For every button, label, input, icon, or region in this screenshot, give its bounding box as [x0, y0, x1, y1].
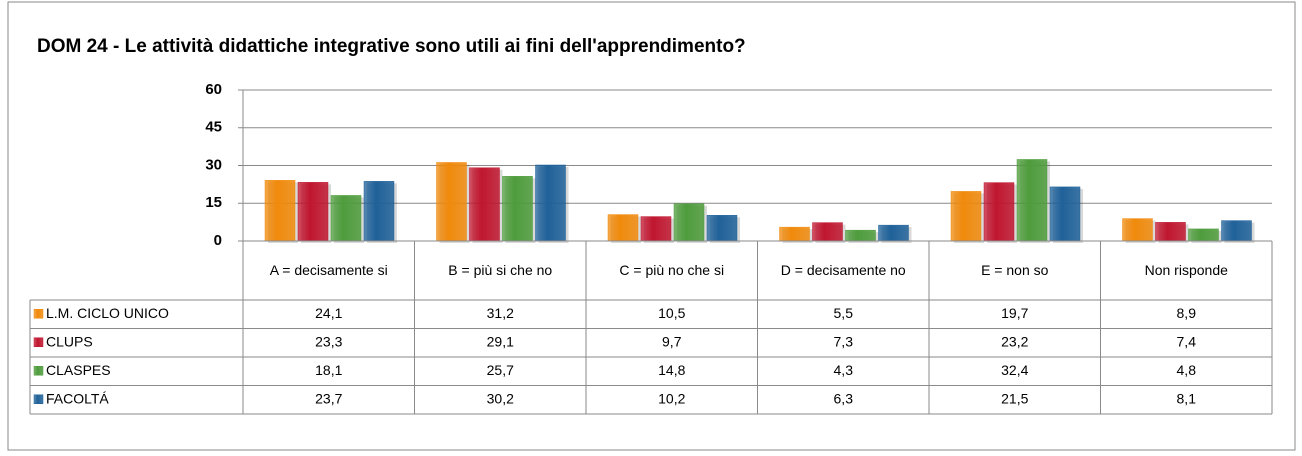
table-value: 32,4 — [1001, 362, 1028, 378]
y-tick-label: 45 — [205, 119, 222, 136]
bar — [330, 195, 362, 242]
chart-title: DOM 24 - Le attività didattiche integrat… — [37, 36, 746, 57]
bar — [878, 224, 909, 242]
bar — [640, 216, 672, 242]
legend-label: CLASPES — [46, 362, 111, 378]
category-cell: C = più no che si — [619, 262, 725, 278]
table-value: 23,2 — [1001, 333, 1028, 349]
table-value: 21,5 — [1001, 390, 1028, 406]
bar — [812, 222, 843, 242]
bar — [1016, 159, 1048, 242]
table-value: 7,4 — [1177, 333, 1197, 349]
table-value: 14,8 — [658, 362, 685, 378]
legend-swatch — [33, 309, 44, 319]
table-value: 29,1 — [487, 333, 514, 349]
table-value: 8,9 — [1177, 305, 1197, 321]
bar — [535, 164, 566, 242]
table-value: 24,1 — [315, 305, 342, 321]
legend-label: FACOLTÁ — [46, 390, 109, 406]
category-cell: D = decisamente no — [780, 262, 906, 278]
bar — [706, 215, 738, 242]
y-tick-label: 60 — [205, 81, 222, 98]
bar — [607, 214, 639, 242]
bar — [297, 182, 329, 242]
legend-label: L.M. CICLO UNICO — [46, 305, 169, 321]
legend-swatch — [33, 366, 44, 376]
bar — [779, 226, 810, 242]
table-value: 8,1 — [1177, 390, 1197, 406]
category-cell: A = decisamente si — [269, 262, 388, 278]
x-tick-label: A = decisamente si — [269, 262, 388, 278]
table-value: 7,3 — [834, 333, 854, 349]
table-value: 10,5 — [658, 305, 685, 321]
table-value: 4,8 — [1177, 362, 1197, 378]
x-tick-label: E = non so — [981, 262, 1049, 278]
table-value: 25,7 — [487, 362, 514, 378]
category-cell: E = non so — [981, 262, 1049, 278]
y-tick-label: 30 — [205, 156, 222, 173]
bar — [436, 162, 467, 242]
bar — [1122, 218, 1153, 242]
y-tick-label: 15 — [205, 194, 222, 211]
x-tick-label: C = più no che si — [619, 262, 725, 278]
bar — [983, 182, 1015, 242]
legend-swatch — [33, 394, 44, 404]
category-cell: B = più si che no — [448, 262, 553, 278]
bar — [950, 191, 982, 242]
bar — [1188, 228, 1219, 242]
category-cell: Non risponde — [1144, 262, 1228, 278]
table-value: 30,2 — [487, 390, 514, 406]
legend-swatch — [33, 337, 44, 347]
table-value: 6,3 — [834, 390, 854, 406]
table-value: 4,3 — [834, 362, 854, 378]
bar — [673, 203, 705, 242]
x-tick-label: B = più si che no — [448, 262, 553, 278]
table-value: 10,2 — [658, 390, 685, 406]
table-value: 9,7 — [662, 333, 682, 349]
x-tick-label: D = decisamente no — [780, 262, 906, 278]
bar — [502, 176, 533, 242]
bar — [1049, 186, 1081, 242]
table-value: 23,7 — [315, 390, 342, 406]
table-value: 5,5 — [834, 305, 854, 321]
x-tick-label: Non risponde — [1144, 262, 1228, 278]
bar — [363, 181, 395, 242]
bar — [469, 167, 500, 242]
bar — [845, 229, 876, 242]
table-value: 18,1 — [315, 362, 342, 378]
table-value: 23,3 — [315, 333, 342, 349]
bar — [1221, 220, 1252, 242]
bar — [264, 180, 296, 242]
table-value: 31,2 — [487, 305, 514, 321]
y-tick-label: 0 — [214, 232, 222, 249]
bar — [1155, 222, 1186, 242]
legend-label: CLUPS — [46, 333, 93, 349]
table-value: 19,7 — [1001, 305, 1028, 321]
